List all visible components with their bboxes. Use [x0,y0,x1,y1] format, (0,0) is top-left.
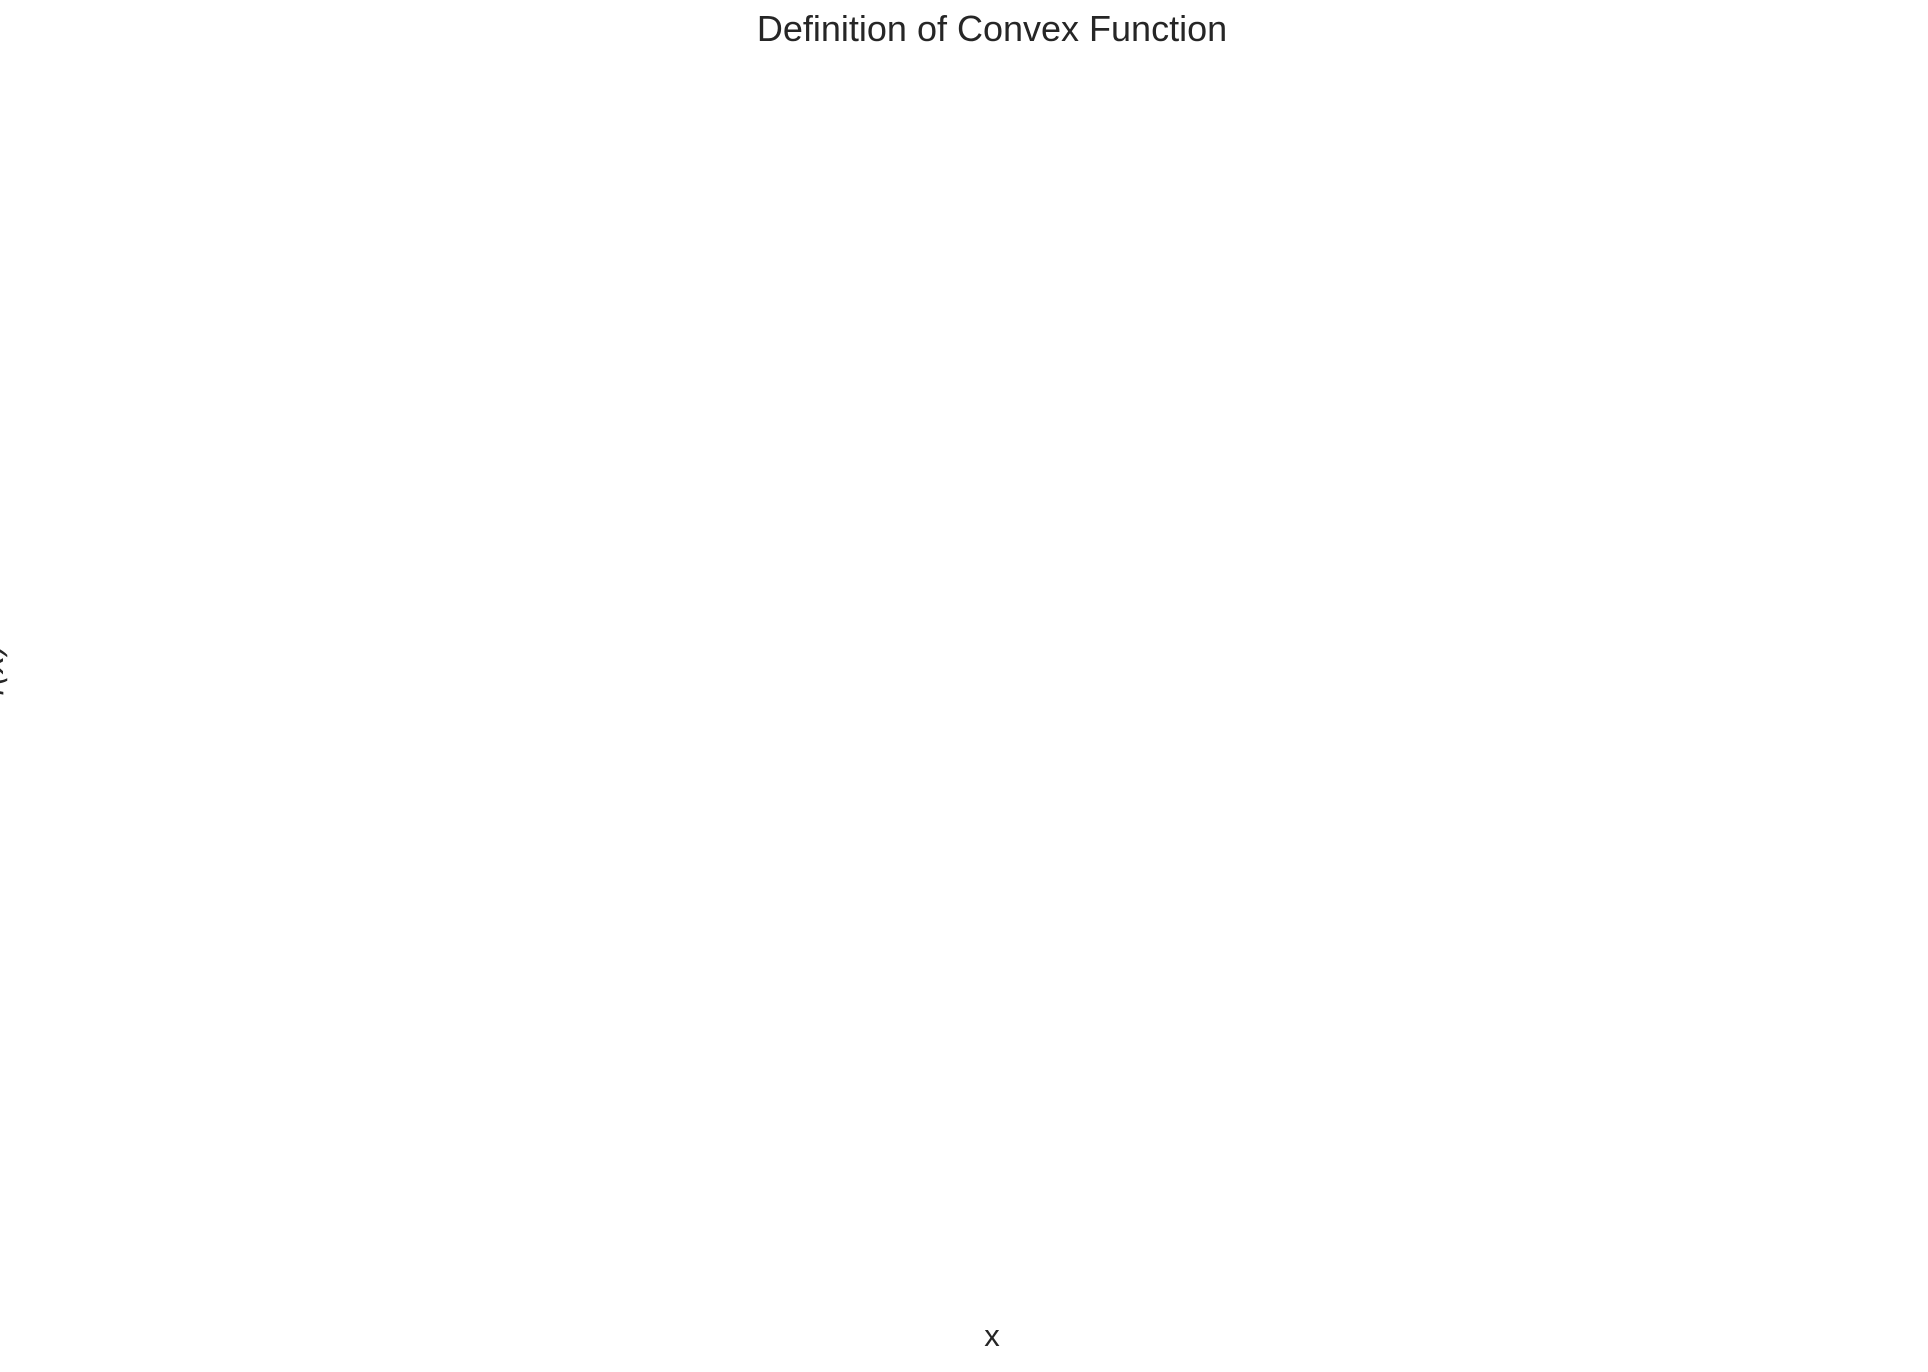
x-axis-label: x [984,1318,1000,1353]
y-axis-label: f(x) [0,643,11,697]
chart-title: Definition of Convex Function [756,8,1228,49]
